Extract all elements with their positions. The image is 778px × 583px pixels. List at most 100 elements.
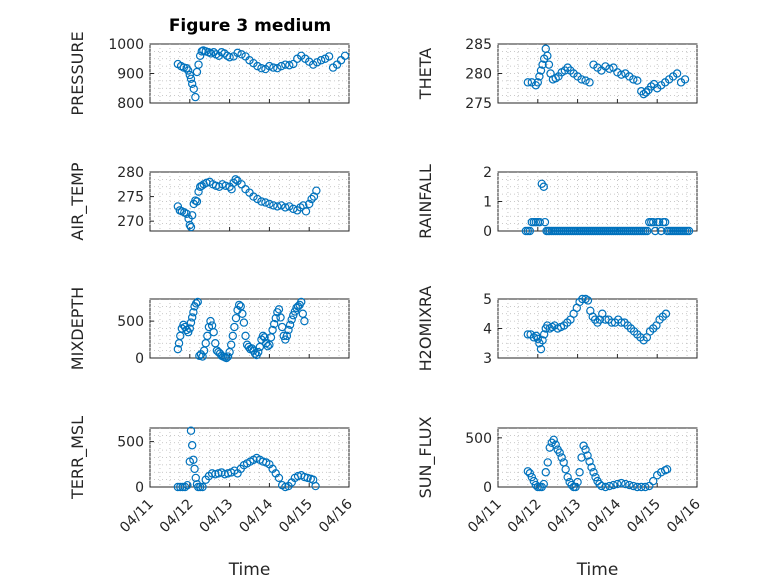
data-point [633,482,642,492]
data-point [637,482,646,492]
data-point [230,322,239,332]
subplot-air-temp: 270 275 280 AIR_TEMP [68,162,350,241]
data-point [575,468,584,477]
data-point [573,477,582,487]
data-point [605,64,614,73]
data-point [571,482,580,492]
data-point [535,217,544,227]
data-point [543,458,552,467]
subplot-theta: 275 280 285 THETA [416,37,698,112]
data-point [198,482,207,492]
data-point [265,199,274,209]
data-point [544,60,554,69]
data-point [185,70,194,80]
axes-box [497,43,698,104]
data-point [660,217,670,227]
data-point [316,56,326,65]
data-point [254,347,263,357]
y-axis-label: H2OMIXRA [416,286,435,372]
data-point [237,50,246,59]
data-point [625,480,634,490]
data-point [617,478,626,488]
data-point [186,318,196,327]
data-point [185,324,194,333]
data-point [591,472,600,482]
data-point [661,309,671,318]
data-point [191,299,201,308]
data-point [189,84,198,94]
data-point [269,63,278,72]
data-point [629,481,638,491]
y-axis-label: THETA [416,48,435,100]
data-point [340,51,350,61]
data-point [555,448,564,457]
data-point [578,294,587,304]
figure-title: Figure 3 medium [169,16,331,36]
y-axis-label: AIR_TEMP [68,162,88,240]
data-point [274,305,284,314]
y-tick-label: 275 [465,96,492,112]
y-axis-label: PRESSURE [68,31,87,115]
subplot-h2omixra: 3 4 5 H2OMIXRA [416,286,698,372]
data-point [535,72,544,81]
data-point [312,58,322,67]
y-axis-label: SUN_FLUX [416,417,436,499]
x-axis-label: Time [576,560,619,580]
data-point [579,441,588,450]
data-point [276,313,285,322]
data-point [269,319,279,329]
data-point [281,60,290,69]
data-point [649,217,658,227]
data-point [549,435,558,444]
data-point [182,209,191,218]
y-tick-label: 270 [117,214,144,230]
y-tick-label: 900 [117,67,144,83]
data-point [234,300,244,310]
data-point [300,316,309,326]
data-point [539,479,548,489]
data-point [223,352,233,361]
data-point [186,222,196,232]
y-tick-label: 285 [465,37,492,53]
data-point [551,440,560,449]
data-point [187,79,197,89]
data-point [617,70,626,79]
data-point [613,479,622,489]
data-point [540,217,550,227]
y-tick-label: 275 [117,190,144,206]
data-point [601,482,610,492]
axes-box [149,43,350,104]
data-point [305,199,314,209]
data-point [284,325,293,335]
data-point [684,226,694,236]
data-point [186,74,196,84]
data-point [621,479,630,489]
data-point [533,78,543,87]
data-point [191,473,200,483]
data-point [274,473,284,483]
data-point [190,464,199,474]
data-point [189,455,198,464]
y-tick-label: 0 [135,480,144,496]
data-point [563,472,572,482]
data-point [194,60,203,69]
data-point [258,331,268,341]
data-point [198,352,207,361]
y-tick-label: 500 [117,435,144,451]
y-tick-label: 2 [483,165,492,181]
data-point [525,469,535,478]
data-point [531,480,541,490]
data-point [589,468,598,477]
y-tick-label: 0 [483,480,492,496]
data-point [282,331,292,341]
data-point [312,186,321,195]
subplot-pressure: 800 900 1000 PRESSURE [68,31,350,116]
data-point [273,202,282,211]
data-point [324,52,334,61]
data-point [538,336,547,345]
data-point [206,316,215,326]
data-point [527,472,537,482]
data-point [605,481,614,491]
data-point [226,340,236,349]
